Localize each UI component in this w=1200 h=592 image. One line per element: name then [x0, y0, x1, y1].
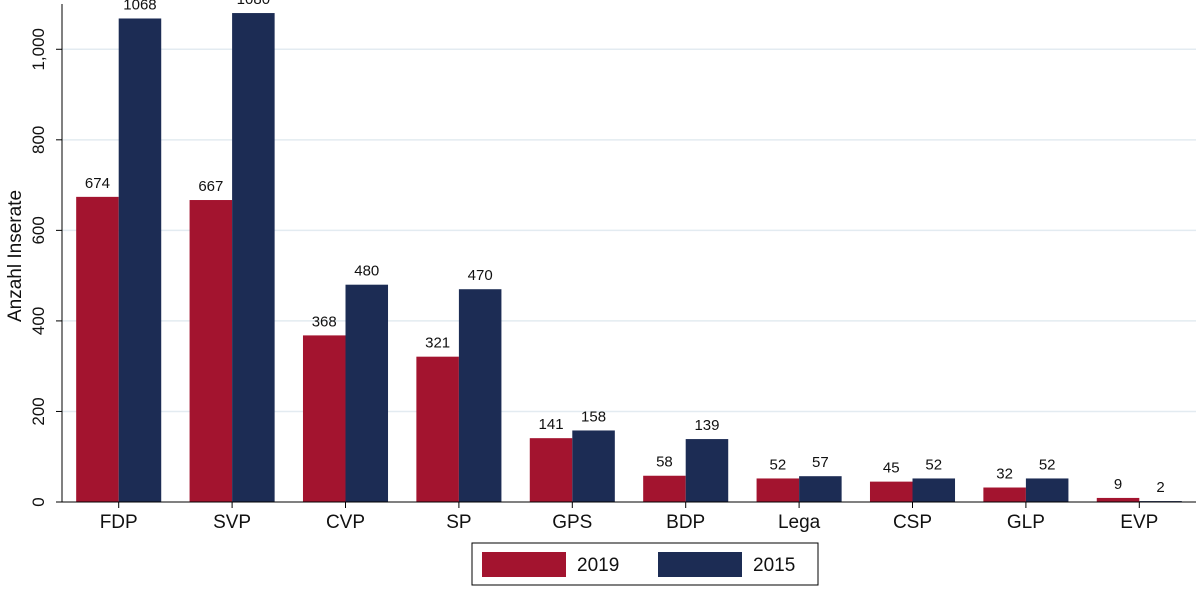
- bar-bdp-2015: [685, 439, 729, 502]
- bar-svp-2015: [232, 13, 275, 503]
- legend-label-2019: 2019: [577, 555, 619, 576]
- x-tick-label-lega: Lega: [778, 512, 821, 533]
- data-label-sp-2019: 321: [425, 335, 450, 352]
- data-label-gps-2019: 141: [539, 416, 564, 433]
- x-tick-label-svp: SVP: [213, 512, 251, 533]
- data-label-bdp-2019: 58: [656, 454, 673, 471]
- x-tick-label-fdp: FDP: [100, 512, 138, 533]
- bar-cvp-2019: [302, 335, 346, 502]
- y-axis-title: Anzahl Inserate: [5, 190, 26, 322]
- x-tick-label-bdp: BDP: [666, 512, 705, 533]
- data-labels: 674 1068 667 1080 368 480 321 470 141 158 58 139 52 5…: [85, 0, 1165, 496]
- data-label-gps-2015: 158: [581, 408, 606, 425]
- bar-sp-2015: [458, 289, 502, 502]
- data-label-fdp-2019: 674: [85, 175, 110, 192]
- data-label-csp-2019: 45: [883, 460, 900, 477]
- data-label-svp-2019: 667: [198, 178, 223, 195]
- bar-csp-2015: [912, 478, 956, 502]
- bar-evp-2019: [1096, 497, 1140, 502]
- y-tick-label: 600: [29, 216, 48, 244]
- data-label-sp-2015: 470: [468, 267, 493, 284]
- bar-gps-2015: [572, 430, 615, 502]
- data-label-bdp-2015: 139: [694, 417, 719, 434]
- data-label-svp-2015: 1080: [237, 0, 270, 8]
- x-tick-label-csp: CSP: [893, 512, 932, 533]
- data-label-glp-2015: 52: [1039, 456, 1056, 473]
- legend-label-2015: 2015: [753, 555, 795, 576]
- x-tick-label-evp: EVP: [1120, 512, 1158, 533]
- data-label-csp-2015: 52: [925, 456, 942, 473]
- data-label-cvp-2019: 368: [312, 313, 337, 330]
- bar-csp-2019: [869, 481, 913, 502]
- bar-fdp-2019: [76, 196, 119, 502]
- data-label-glp-2019: 32: [996, 466, 1013, 483]
- data-label-evp-2015: 2: [1156, 479, 1164, 496]
- bar-cvp-2015: [345, 284, 389, 502]
- bar-svp-2019: [189, 200, 233, 502]
- bar-sp-2019: [416, 356, 459, 502]
- x-tick-label-glp: GLP: [1007, 512, 1045, 533]
- legend: 2019 2015: [471, 542, 819, 586]
- data-label-cvp-2015: 480: [354, 263, 379, 280]
- y-tick-label: 400: [29, 307, 48, 335]
- x-tick-label-cvp: CVP: [326, 512, 365, 533]
- data-label-evp-2019: 9: [1114, 476, 1122, 493]
- data-label-lega-2015: 57: [812, 454, 829, 471]
- bar-gps-2019: [529, 438, 573, 502]
- bar-fdp-2015: [118, 18, 162, 502]
- y-tick-label: 1,000: [29, 28, 48, 71]
- bar-lega-2015: [799, 476, 842, 502]
- bar-bdp-2019: [643, 475, 686, 502]
- data-label-lega-2019: 52: [769, 456, 786, 473]
- y-tick-label: 0: [29, 497, 48, 506]
- bar-glp-2019: [983, 487, 1026, 502]
- legend-swatch-2019: [482, 552, 566, 577]
- axes: 0 200 400 600 800 1,000 FDP SVP CVP SP GPS BDP Lega C…: [29, 4, 1196, 533]
- x-tick-label-sp: SP: [446, 512, 471, 533]
- bars: [76, 13, 1182, 503]
- x-tick-label-gps: GPS: [552, 512, 592, 533]
- legend-swatch-2015: [658, 552, 742, 577]
- data-label-fdp-2015: 1068: [123, 0, 156, 13]
- y-tick-label: 200: [29, 397, 48, 425]
- bar-glp-2015: [1025, 478, 1069, 502]
- y-tick-label: 800: [29, 126, 48, 154]
- bar-lega-2019: [756, 478, 800, 502]
